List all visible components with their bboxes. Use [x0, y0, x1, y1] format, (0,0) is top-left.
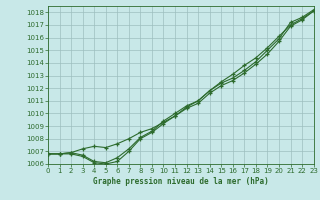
X-axis label: Graphe pression niveau de la mer (hPa): Graphe pression niveau de la mer (hPa) [93, 177, 269, 186]
